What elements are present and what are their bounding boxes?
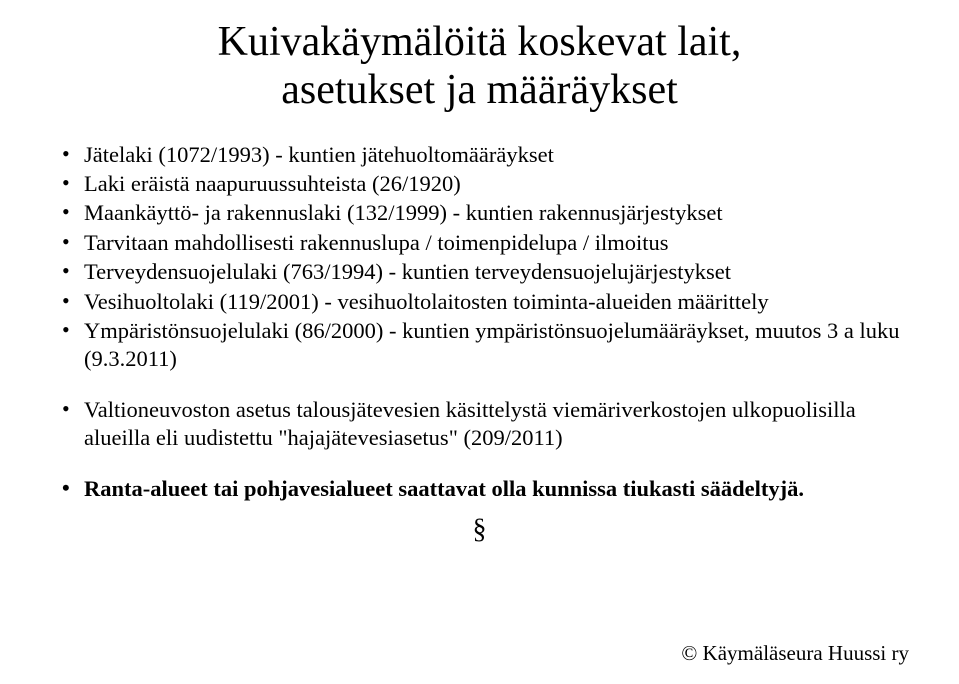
list-item: Valtioneuvoston asetus talousjätevesien … bbox=[50, 396, 909, 451]
bullet-list-2: Valtioneuvoston asetus talousjätevesien … bbox=[50, 396, 909, 451]
footer-copyright: © Käymäläseura Huussi ry bbox=[681, 641, 909, 666]
list-item: Vesihuoltolaki (119/2001) - vesihuoltola… bbox=[50, 288, 909, 315]
slide: Kuivakäymälöitä koskevat lait, asetukset… bbox=[0, 0, 959, 684]
list-item: Laki eräistä naapuruussuhteista (26/1920… bbox=[50, 170, 909, 197]
list-item: Tarvitaan mahdollisesti rakennuslupa / t… bbox=[50, 229, 909, 256]
bullet-text: Ranta-alueet tai pohjavesialueet saattav… bbox=[84, 476, 804, 501]
bullet-text: Maankäyttö- ja rakennuslaki (132/1999) -… bbox=[84, 200, 723, 225]
bullet-text: Terveydensuojelulaki (763/1994) - kuntie… bbox=[84, 259, 731, 284]
title-line-2: asetukset ja määräykset bbox=[281, 67, 678, 113]
bullet-text: Vesihuoltolaki (119/2001) - vesihuoltola… bbox=[84, 289, 769, 314]
bullet-text: Tarvitaan mahdollisesti rakennuslupa / t… bbox=[84, 230, 669, 255]
bullet-text: Laki eräistä naapuruussuhteista (26/1920… bbox=[84, 171, 461, 196]
list-item: Maankäyttö- ja rakennuslaki (132/1999) -… bbox=[50, 199, 909, 226]
slide-title: Kuivakäymälöitä koskevat lait, asetukset… bbox=[50, 18, 909, 115]
list-item-bold: Ranta-alueet tai pohjavesialueet saattav… bbox=[50, 475, 909, 502]
title-line-1: Kuivakäymälöitä koskevat lait, bbox=[218, 19, 742, 65]
bullet-text: Jätelaki (1072/1993) - kuntien jätehuolt… bbox=[84, 142, 554, 167]
bullet-list-3: Ranta-alueet tai pohjavesialueet saattav… bbox=[50, 475, 909, 502]
bullet-text: Ympäristönsuojelulaki (86/2000) - kuntie… bbox=[84, 318, 900, 370]
list-item: Terveydensuojelulaki (763/1994) - kuntie… bbox=[50, 258, 909, 285]
list-item: Jätelaki (1072/1993) - kuntien jätehuolt… bbox=[50, 141, 909, 168]
spacer bbox=[50, 453, 909, 475]
bullet-list-1: Jätelaki (1072/1993) - kuntien jätehuolt… bbox=[50, 141, 909, 373]
spacer bbox=[50, 374, 909, 396]
bullet-text: Valtioneuvoston asetus talousjätevesien … bbox=[84, 397, 856, 449]
section-symbol: § bbox=[50, 514, 909, 546]
list-item: Ympäristönsuojelulaki (86/2000) - kuntie… bbox=[50, 317, 909, 372]
